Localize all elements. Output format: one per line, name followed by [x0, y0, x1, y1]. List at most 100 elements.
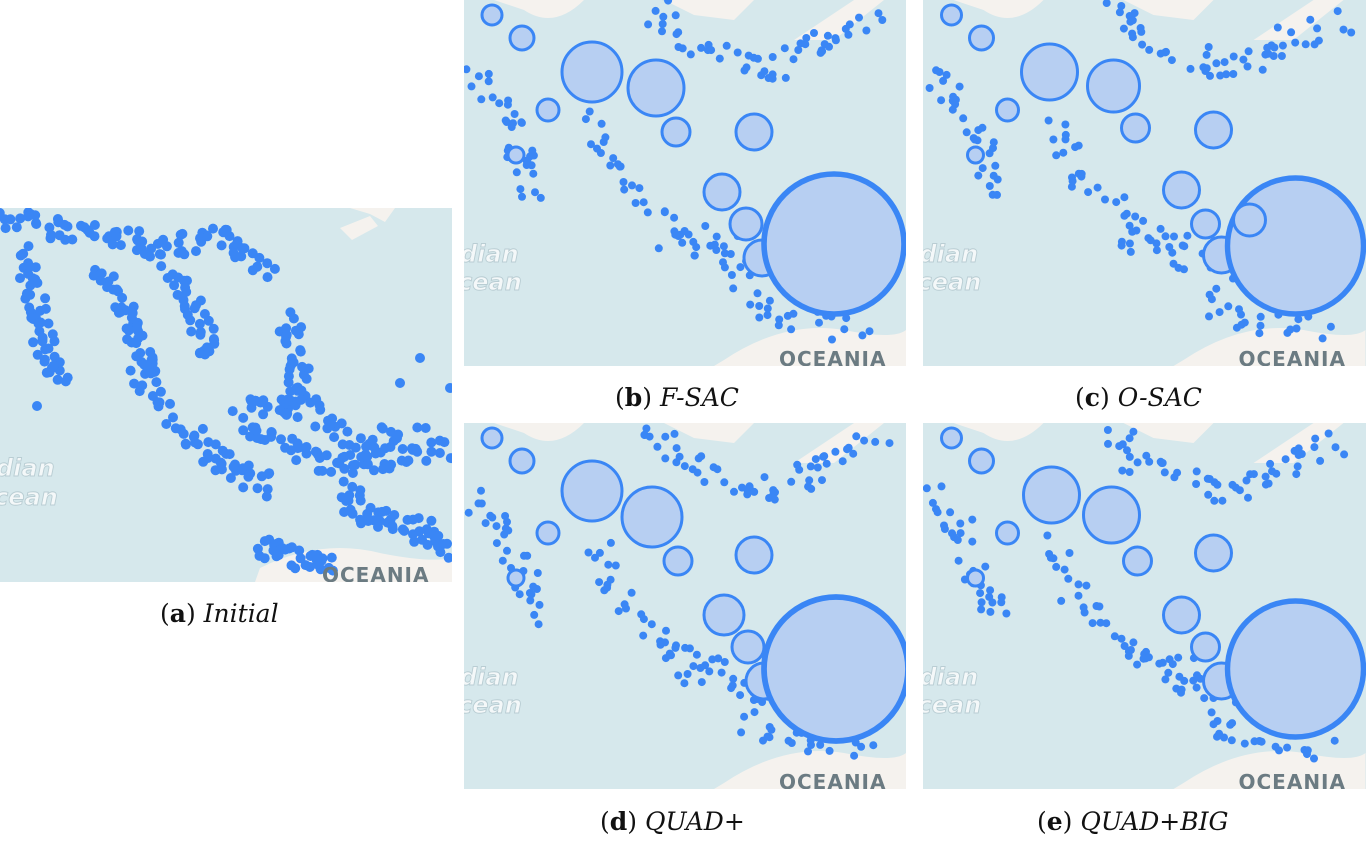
point-marker — [857, 742, 866, 751]
point-marker — [1278, 41, 1287, 50]
point-marker — [1158, 459, 1167, 467]
map-panel-f-sac: dian cean OCEANIA — [464, 0, 906, 366]
point-marker — [783, 311, 792, 320]
point-marker — [111, 284, 122, 295]
point-marker — [325, 420, 335, 431]
point-marker — [1061, 120, 1070, 129]
point-marker — [831, 447, 840, 456]
point-marker — [503, 517, 511, 526]
point-marker — [726, 250, 735, 258]
ocean-label-line1: dian — [923, 663, 978, 691]
cluster-circle — [506, 568, 526, 588]
point-marker — [729, 284, 738, 293]
point-marker — [1235, 305, 1243, 314]
point-marker — [705, 667, 714, 676]
region-label: OCEANIA — [779, 347, 886, 366]
point-marker — [603, 583, 612, 592]
point-marker — [329, 432, 340, 443]
point-marker — [254, 252, 265, 263]
caption-letter: a — [169, 599, 186, 628]
point-marker — [1082, 581, 1091, 590]
point-marker — [639, 615, 648, 624]
point-marker — [855, 13, 863, 22]
point-marker — [842, 314, 851, 323]
point-marker — [719, 258, 727, 267]
cluster-circle — [1020, 42, 1079, 102]
point-marker — [622, 604, 630, 613]
point-marker — [414, 526, 425, 537]
point-marker — [616, 162, 625, 171]
point-marker — [178, 428, 189, 439]
point-marker — [474, 499, 483, 508]
point-marker — [197, 423, 208, 434]
point-marker — [40, 344, 51, 355]
point-marker — [1206, 71, 1214, 80]
point-marker — [1152, 239, 1161, 248]
point-marker — [1239, 55, 1248, 64]
caption-o-sac: (c) O-SAC — [1075, 383, 1202, 412]
point-marker — [664, 0, 673, 5]
point-marker — [658, 20, 667, 28]
point-marker — [689, 237, 698, 246]
point-marker — [661, 432, 670, 441]
point-marker — [1161, 48, 1170, 57]
point-marker — [1326, 322, 1335, 331]
point-marker — [1161, 675, 1170, 684]
point-marker — [355, 485, 366, 496]
point-marker — [276, 434, 286, 445]
point-marker — [203, 437, 214, 448]
point-marker — [500, 530, 509, 539]
point-marker — [11, 222, 22, 233]
point-marker — [680, 679, 689, 688]
point-marker — [326, 466, 337, 477]
point-marker — [1064, 574, 1073, 583]
point-marker — [467, 82, 476, 91]
ocean-label-line2: cean — [923, 691, 981, 719]
point-marker — [672, 444, 681, 453]
point-marker — [978, 123, 987, 132]
point-marker — [1297, 450, 1306, 458]
cluster-circle — [1232, 202, 1267, 238]
point-marker — [977, 605, 986, 614]
point-marker — [1125, 468, 1134, 476]
point-marker — [1117, 241, 1126, 250]
point-marker — [620, 185, 629, 194]
point-marker — [290, 563, 301, 574]
point-marker — [32, 349, 43, 360]
point-marker — [661, 454, 670, 463]
point-marker — [413, 513, 424, 524]
point-marker — [968, 515, 977, 524]
point-marker — [736, 691, 745, 700]
point-marker — [1124, 647, 1133, 656]
ocean-label-line2: cean — [923, 268, 981, 296]
point-marker — [628, 181, 636, 190]
point-marker — [1168, 248, 1177, 257]
point-marker — [597, 119, 606, 128]
point-marker — [269, 263, 280, 274]
point-marker — [1283, 743, 1292, 752]
ocean-label-line2: cean — [464, 268, 522, 296]
point-marker — [604, 560, 613, 569]
point-marker — [671, 230, 680, 239]
point-marker — [198, 456, 209, 467]
point-marker — [0, 223, 11, 234]
caption-name: QUAD+ — [644, 807, 745, 836]
point-marker — [923, 484, 931, 493]
point-marker — [477, 95, 486, 104]
point-marker — [523, 551, 532, 560]
point-marker — [771, 488, 779, 497]
map-panel-o-sac: dian cean OCEANIA — [923, 0, 1366, 366]
point-markers — [464, 0, 906, 344]
point-marker — [1264, 479, 1273, 488]
point-marker — [942, 70, 951, 79]
point-marker — [314, 400, 325, 411]
caption-f-sac: (b) F-SAC — [615, 383, 739, 412]
point-marker — [985, 182, 994, 190]
point-marker — [1226, 720, 1235, 729]
point-marker — [1192, 480, 1201, 488]
point-marker — [780, 44, 789, 53]
point-marker — [801, 40, 810, 49]
point-marker — [962, 128, 971, 137]
point-marker — [247, 265, 258, 276]
point-marker — [342, 426, 353, 437]
